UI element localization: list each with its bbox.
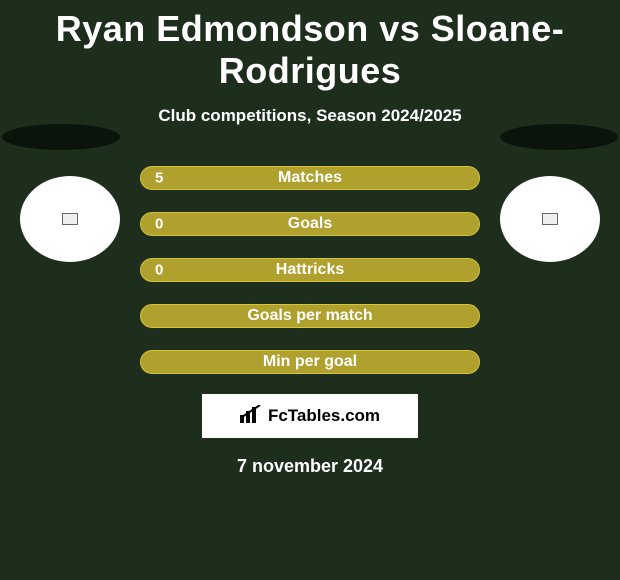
page-title: Ryan Edmondson vs Sloane-Rodrigues (0, 0, 620, 92)
stat-label: Goals (288, 215, 332, 233)
player-left-shadow (2, 124, 120, 150)
stat-row-hattricks: 0 Hattricks (140, 258, 480, 282)
brand-text: FcTables.com (268, 406, 380, 426)
stat-row-goals-per-match: Goals per match (140, 304, 480, 328)
brand-box: FcTables.com (202, 394, 418, 438)
player-right-shadow (500, 124, 618, 150)
stat-bar: 0 Goals (140, 212, 480, 236)
stat-label: Hattricks (276, 261, 344, 279)
stat-bar: Goals per match (140, 304, 480, 328)
stat-row-matches: 5 Matches (140, 166, 480, 190)
stat-value-left: 5 (155, 170, 163, 187)
stat-value-left: 0 (155, 262, 163, 279)
chart-icon (240, 405, 262, 428)
stat-bar: 5 Matches (140, 166, 480, 190)
stat-value-left: 0 (155, 216, 163, 233)
stat-bar: 0 Hattricks (140, 258, 480, 282)
stat-rows: 5 Matches 0 Goals 0 Hattricks Goals per … (0, 166, 620, 374)
stat-row-min-per-goal: Min per goal (140, 350, 480, 374)
date-line: 7 november 2024 (0, 456, 620, 477)
stat-row-goals: 0 Goals (140, 212, 480, 236)
stat-label: Min per goal (263, 353, 357, 371)
stat-label: Matches (278, 169, 342, 187)
subtitle: Club competitions, Season 2024/2025 (0, 106, 620, 126)
stat-bar: Min per goal (140, 350, 480, 374)
stat-label: Goals per match (247, 307, 372, 325)
